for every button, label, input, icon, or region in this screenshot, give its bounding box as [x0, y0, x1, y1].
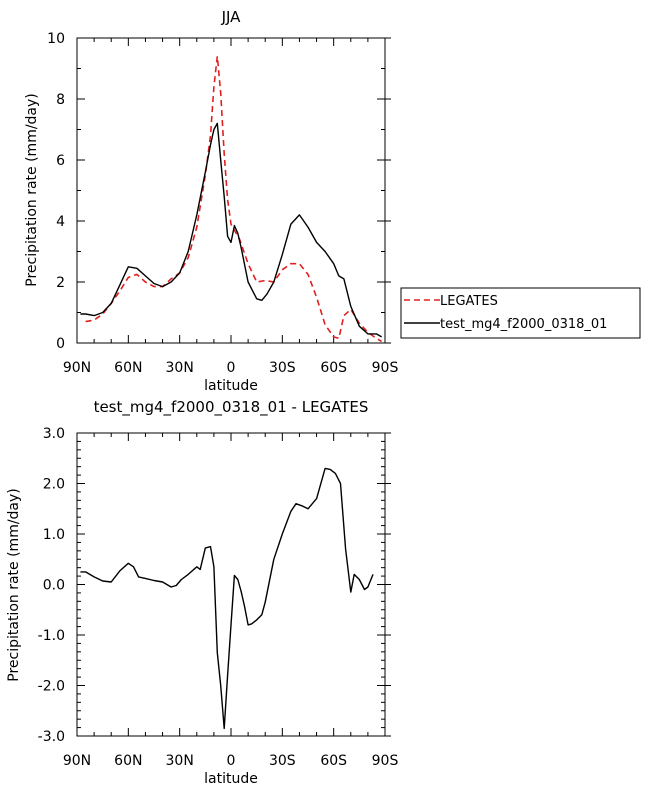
x-tick-label: 90N	[63, 753, 91, 769]
y-tick-label: 10	[47, 31, 65, 47]
y-tick-label: 4	[56, 214, 65, 230]
top-plot-lines	[80, 55, 383, 343]
bottom-x-axis: 90N 60N 30N 0 30S 60S 90S	[63, 433, 399, 769]
y-tick-label: 0.0	[43, 578, 65, 594]
x-tick-label: 60S	[320, 753, 347, 769]
y-tick-label: -1.0	[38, 628, 65, 644]
x-tick-label: 60N	[114, 753, 142, 769]
bottom-panel-title: test_mg4_f2000_0318_01 - LEGATES	[94, 398, 369, 417]
top-y-axis-label: Precipitation rate (mm/day)	[24, 93, 40, 287]
y-tick-label: 2	[56, 275, 65, 291]
bottom-panel: test_mg4_f2000_0318_01 - LEGATES -3.0 -2.…	[6, 398, 398, 787]
x-tick-label: 30S	[269, 360, 296, 376]
y-tick-label: 3.0	[43, 426, 65, 442]
x-tick-label: 30N	[166, 360, 194, 376]
x-tick-label: 90S	[372, 360, 399, 376]
bottom-y-axis: -3.0 -2.0 -1.0 0.0 1.0 2.0 3.0	[38, 426, 391, 745]
y-tick-label: 6	[56, 153, 65, 169]
bottom-y-axis-label: Precipitation rate (mm/day)	[6, 488, 22, 682]
legend-box	[400, 287, 641, 339]
top-x-axis-label: latitude	[204, 378, 258, 394]
y-tick-label: 0	[56, 336, 65, 352]
x-tick-label: 0	[227, 360, 236, 376]
x-tick-label: 90N	[63, 360, 91, 376]
top-y-axis: 0 2 4 6 8 10	[47, 31, 391, 352]
legend-label-legates: LEGATES	[440, 294, 498, 309]
x-tick-label: 30S	[269, 753, 296, 769]
x-tick-label: 0	[227, 753, 236, 769]
y-tick-label: 1.0	[43, 527, 65, 543]
series-line-difference	[80, 467, 374, 730]
top-panel-title: JJA	[221, 8, 242, 26]
bottom-plot-lines	[80, 467, 374, 730]
top-panel: JJA 0 2 4 6 8 10 90N 60N 30N 0 30S 60S 90S latitude…	[24, 8, 398, 394]
series-line-model	[80, 122, 382, 338]
y-tick-label: 2.0	[43, 477, 65, 493]
bottom-plot-frame	[76, 432, 386, 737]
series-line-legates	[85, 55, 383, 343]
x-tick-label: 60N	[114, 360, 142, 376]
y-tick-label: -2.0	[38, 679, 65, 695]
legend: LEGATES test_mg4_f2000_0318_01	[400, 287, 641, 339]
bottom-x-axis-label: latitude	[204, 771, 258, 787]
y-tick-label: 8	[56, 92, 65, 108]
x-tick-label: 90S	[372, 753, 399, 769]
x-tick-label: 60S	[320, 360, 347, 376]
x-tick-label: 30N	[166, 753, 194, 769]
top-x-axis: 90N 60N 30N 0 30S 60S 90S	[63, 38, 399, 376]
y-tick-label: -3.0	[38, 729, 65, 745]
top-plot-frame	[76, 37, 386, 344]
legend-label-model: test_mg4_f2000_0318_01	[440, 317, 607, 332]
